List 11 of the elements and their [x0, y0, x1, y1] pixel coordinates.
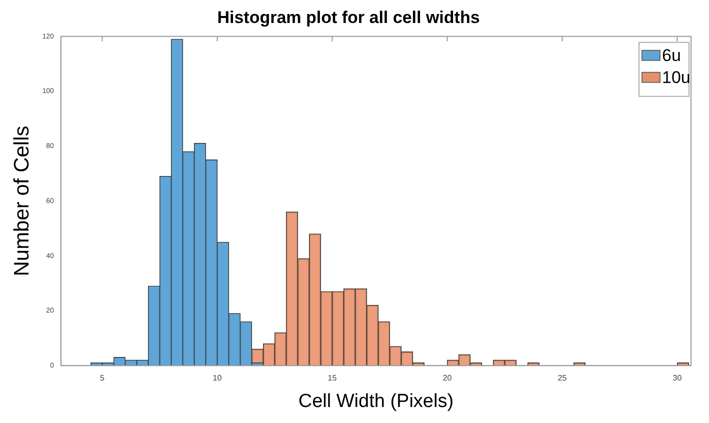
- legend-label: 10u: [662, 68, 690, 88]
- x-axis-title: Cell Width (Pixels): [298, 390, 454, 412]
- x-tick-label: 10: [212, 374, 222, 383]
- x-tick-label: 30: [672, 374, 682, 383]
- x-tick-label: 20: [442, 374, 452, 383]
- chart-title: Histogram plot for all cell widths: [217, 8, 480, 27]
- y-axis-title: Number of Cells: [10, 126, 34, 276]
- x-tick-label: 25: [558, 374, 568, 383]
- legend-label: 6u: [662, 46, 681, 66]
- x-tick-label: 5: [100, 374, 106, 383]
- x-tick-label: 15: [328, 374, 338, 383]
